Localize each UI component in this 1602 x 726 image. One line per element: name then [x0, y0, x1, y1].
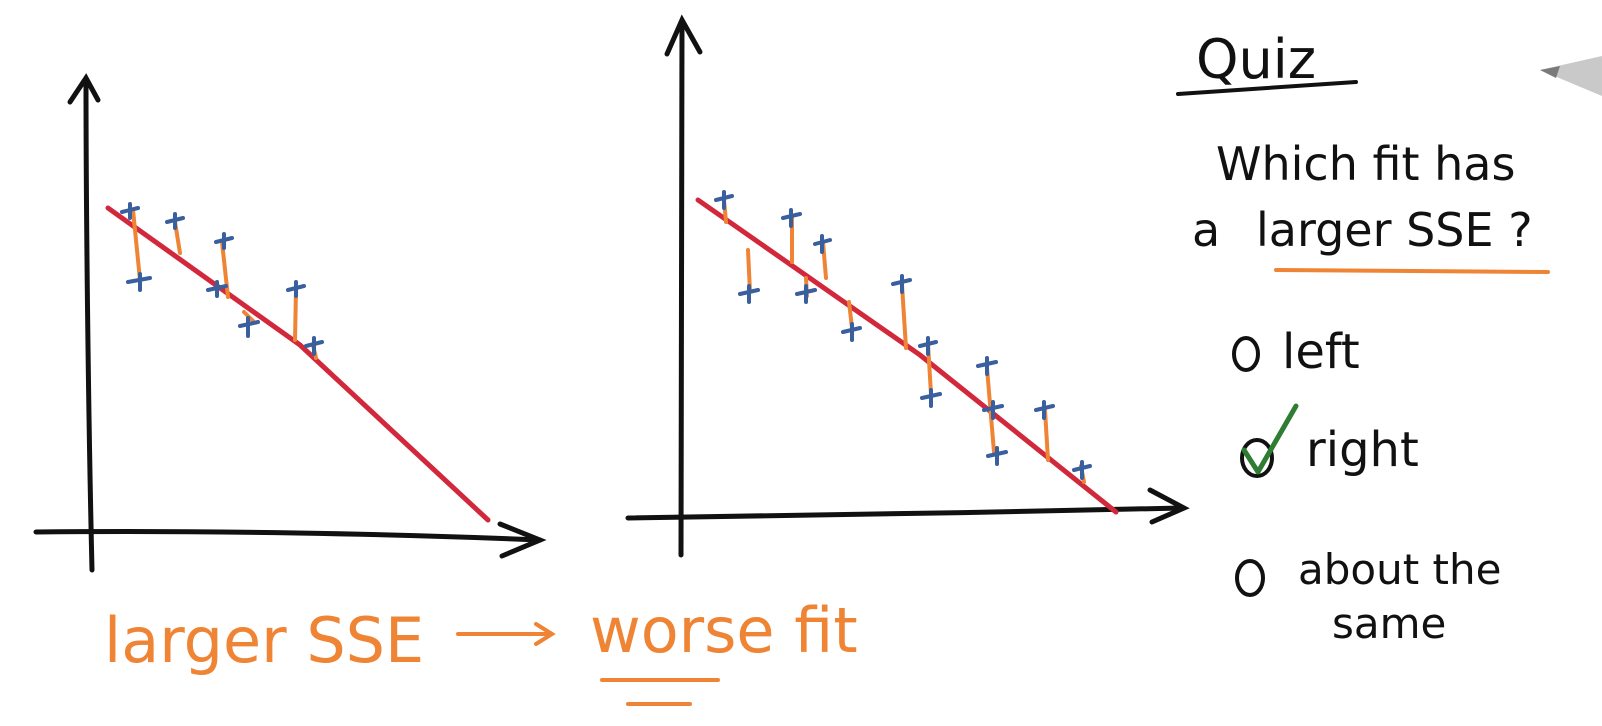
- quiz-question-prefix: a: [1192, 203, 1220, 257]
- right-point: [982, 400, 1004, 420]
- right-point: [841, 322, 862, 342]
- left-y-arrowhead: [67, 73, 101, 105]
- right-point: [976, 356, 998, 376]
- right-residual: [900, 283, 908, 350]
- right-x-arrowhead: [1147, 487, 1190, 525]
- left-residual: [220, 240, 230, 299]
- left-x-axis: [33, 528, 543, 543]
- option-about-same-label-line1: about the: [1298, 545, 1501, 594]
- left-point: [304, 336, 324, 356]
- option-left-radio[interactable]: [1232, 336, 1260, 372]
- right-point: [1072, 460, 1092, 480]
- right-point: [986, 446, 1008, 466]
- right-point: [795, 284, 817, 304]
- right-y-arrowhead: [664, 14, 703, 57]
- left-fit-line: [105, 205, 491, 523]
- left-residual: [293, 288, 298, 342]
- right-point: [1034, 400, 1055, 420]
- check-icon: [1241, 403, 1299, 475]
- right-point: [813, 234, 832, 254]
- quiz-title: Quiz: [1196, 28, 1316, 91]
- caption-larger-sse: larger SSE: [104, 604, 424, 677]
- option-about-same-radio[interactable]: [1235, 559, 1265, 597]
- option-right[interactable]: right: [1240, 403, 1419, 478]
- right-point: [891, 274, 912, 294]
- left-residual: [131, 208, 142, 282]
- quiz-question-line1: Which fit has: [1216, 137, 1515, 191]
- left-point: [126, 272, 152, 292]
- worse-underline: [600, 678, 720, 706]
- right-point: [918, 336, 938, 356]
- left-points: [120, 202, 324, 356]
- left-point: [238, 316, 260, 338]
- pencil-icon: [1540, 56, 1602, 96]
- left-point: [165, 212, 185, 230]
- quiz-question-underline: [1274, 268, 1550, 274]
- right-point: [920, 388, 942, 408]
- option-right-label: right: [1306, 422, 1419, 478]
- left-y-axis: [83, 77, 95, 573]
- right-axes: [625, 14, 1190, 558]
- right-point: [738, 284, 760, 304]
- caption: larger SSE worse fit: [104, 594, 858, 706]
- right-residuals: [722, 198, 1086, 484]
- left-point: [214, 232, 234, 250]
- quiz-title-underline: [1176, 80, 1358, 96]
- caption-worse-fit: worse fit: [590, 594, 858, 667]
- right-plot: [625, 14, 1190, 558]
- left-point: [120, 202, 140, 220]
- right-point: [714, 190, 734, 210]
- left-point: [206, 280, 228, 298]
- left-point: [286, 280, 306, 298]
- quiz-question-emphasis: larger SSE ?: [1256, 203, 1533, 257]
- right-point: [781, 208, 802, 228]
- right-x-axis: [625, 505, 1185, 521]
- option-about-same[interactable]: about the same: [1235, 545, 1501, 648]
- left-plot: [33, 73, 547, 573]
- quiz-panel: Quiz Which fit has a larger SSE ? left r…: [1176, 28, 1550, 648]
- right-fit-line: [695, 197, 1119, 515]
- caption-arrow: [456, 622, 556, 646]
- left-x-arrowhead: [497, 521, 547, 559]
- left-axes: [33, 73, 547, 573]
- option-right-radio[interactable]: [1240, 438, 1274, 478]
- option-left-label: left: [1282, 324, 1360, 380]
- option-left[interactable]: left: [1232, 324, 1360, 380]
- right-y-axis: [678, 19, 685, 558]
- right-points: [714, 190, 1092, 480]
- option-about-same-label-line2: same: [1332, 599, 1446, 648]
